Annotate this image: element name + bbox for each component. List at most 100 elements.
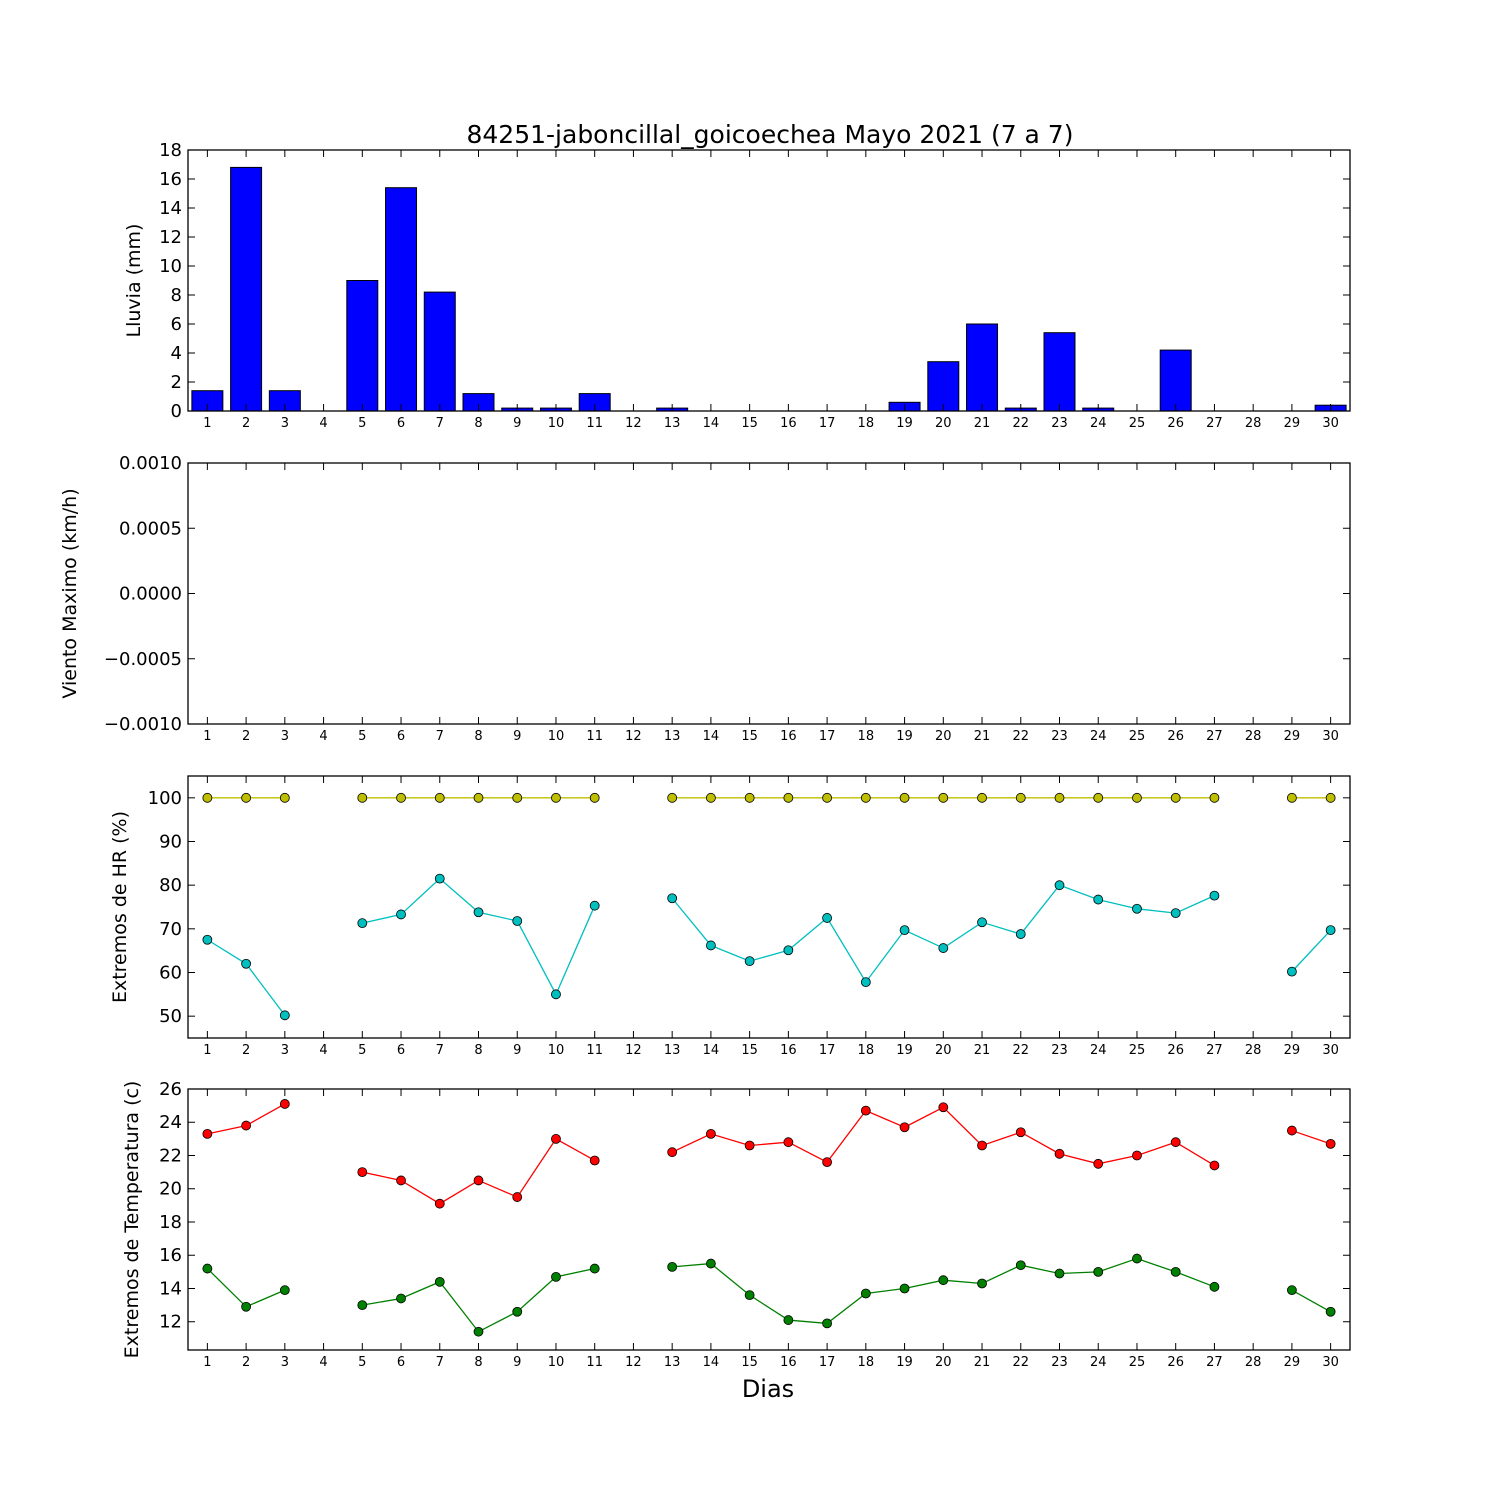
x-tick-label: 23	[1051, 729, 1068, 744]
temp_min-point-day-2	[241, 1301, 252, 1312]
x-tick-label: 1	[203, 416, 211, 431]
hr_max-point-day-29	[1287, 792, 1297, 803]
x-tick-label: 20	[935, 1043, 952, 1058]
rain-bar-day-2	[230, 166, 263, 412]
temp_min-point-day-16	[783, 1315, 794, 1325]
temp_min-point-day-19	[899, 1283, 910, 1294]
y-tick-label: 24	[159, 1112, 182, 1133]
hr_max-point-day-1	[202, 792, 213, 803]
hr_max-point-day-19	[899, 792, 910, 803]
x-tick-label: 12	[625, 1043, 642, 1058]
y-tick-label: 26	[159, 1079, 182, 1100]
hr_min-point-day-13	[667, 893, 678, 904]
y-tick-label: 18	[159, 1212, 182, 1233]
x-tick-label: 2	[242, 729, 250, 744]
temp_max-point-day-24	[1093, 1158, 1104, 1169]
y-tick-label: 60	[159, 963, 182, 984]
x-tick-label: 7	[436, 416, 444, 431]
hr_max-point-day-18	[860, 792, 871, 803]
panel-frame	[187, 149, 1351, 412]
x-tick-label: 25	[1129, 1355, 1146, 1370]
temp_max-point-day-8	[473, 1175, 484, 1186]
temp_min-line-segment-1	[206, 1268, 286, 1308]
x-tick-label: 29	[1284, 729, 1301, 744]
x-tick-label: 3	[281, 416, 289, 431]
temp_max-point-day-6	[396, 1175, 406, 1186]
y-tick-label: 20	[159, 1179, 182, 1200]
hr_max-point-day-16	[783, 792, 794, 803]
y-tick-label: 70	[159, 919, 182, 940]
x-tick-label: 2	[242, 1043, 250, 1058]
hr_min-point-day-26	[1170, 908, 1181, 919]
x-tick-label: 12	[625, 416, 642, 431]
x-tick-label: 8	[474, 729, 482, 744]
hr_min-point-day-22	[1015, 929, 1026, 939]
y-tick-label: 0.0000	[119, 584, 182, 605]
rain-bar-day-20	[927, 361, 960, 412]
hr_min-point-day-7	[434, 873, 445, 884]
x-tick-label: 25	[1129, 1043, 1146, 1058]
temp_max-point-day-18	[860, 1105, 871, 1116]
panel-frame	[187, 1088, 1351, 1351]
x-tick-label: 25	[1129, 729, 1146, 744]
x-tick-label: 12	[625, 729, 642, 744]
temp_max-point-day-14	[706, 1128, 716, 1139]
temp_max-point-day-25	[1132, 1150, 1142, 1161]
temp_max-point-day-3	[279, 1099, 290, 1109]
hr_max-point-day-8	[473, 792, 484, 803]
temp_max-point-day-29	[1287, 1125, 1297, 1136]
x-tick-label: 27	[1206, 1043, 1223, 1058]
temp_min-point-day-17	[822, 1318, 832, 1329]
hr_max-point-day-9	[512, 792, 523, 803]
x-tick-label: 11	[586, 729, 603, 744]
x-tick-label: 7	[436, 1355, 444, 1370]
x-tick-label: 5	[358, 416, 366, 431]
x-tick-label: 9	[513, 416, 521, 431]
x-tick-label: 21	[974, 416, 991, 431]
y-tick-label: 4	[171, 343, 182, 364]
x-tick-label: 17	[819, 1355, 836, 1370]
x-tick-label: 5	[358, 1043, 366, 1058]
temp_min-line-segment-4	[1291, 1289, 1331, 1313]
x-tick-label: 10	[548, 729, 565, 744]
x-tick-label: 10	[548, 1043, 565, 1058]
x-tick-label: 26	[1167, 729, 1184, 744]
y-tick-label: 50	[159, 1006, 182, 1027]
hr_max-point-day-24	[1093, 792, 1104, 803]
y-axis-label: Extremos de HR (%)	[109, 811, 131, 1003]
x-tick-label: 16	[780, 416, 797, 431]
y-tick-label: 12	[159, 1312, 182, 1333]
x-tick-label: 13	[664, 729, 681, 744]
x-tick-label: 21	[974, 1043, 991, 1058]
x-tick-label: 18	[858, 1043, 875, 1058]
temp_min-line-segment-3	[672, 1257, 1215, 1325]
hr_min-line-segment-2	[362, 877, 596, 996]
temp_min-point-day-25	[1132, 1253, 1142, 1264]
hr_max-point-day-25	[1132, 792, 1142, 803]
x-tick-label: 14	[703, 729, 720, 744]
hr_max-point-day-14	[706, 792, 716, 803]
temp_max-line-segment-4	[1291, 1129, 1331, 1145]
x-tick-label: 30	[1322, 729, 1339, 744]
temp_max-point-day-30	[1325, 1138, 1336, 1149]
x-tick-label: 3	[281, 1043, 289, 1058]
temp_max-point-day-13	[667, 1147, 678, 1158]
x-tick-label: 8	[474, 1043, 482, 1058]
y-tick-label: 0	[171, 401, 182, 422]
x-tick-label: 22	[1012, 729, 1029, 744]
hr_max-point-day-17	[822, 792, 832, 803]
hr_max-point-day-6	[396, 792, 406, 803]
temp_min-point-day-26	[1170, 1266, 1181, 1277]
hr_max-point-day-11	[589, 792, 600, 803]
temp_min-point-day-7	[434, 1276, 445, 1287]
temp_min-point-day-18	[860, 1288, 871, 1299]
x-tick-label: 3	[281, 729, 289, 744]
x-tick-label: 16	[780, 1355, 797, 1370]
hr_max-point-day-27	[1209, 792, 1220, 803]
x-tick-label: 11	[586, 1355, 603, 1370]
x-tick-label: 27	[1206, 416, 1223, 431]
